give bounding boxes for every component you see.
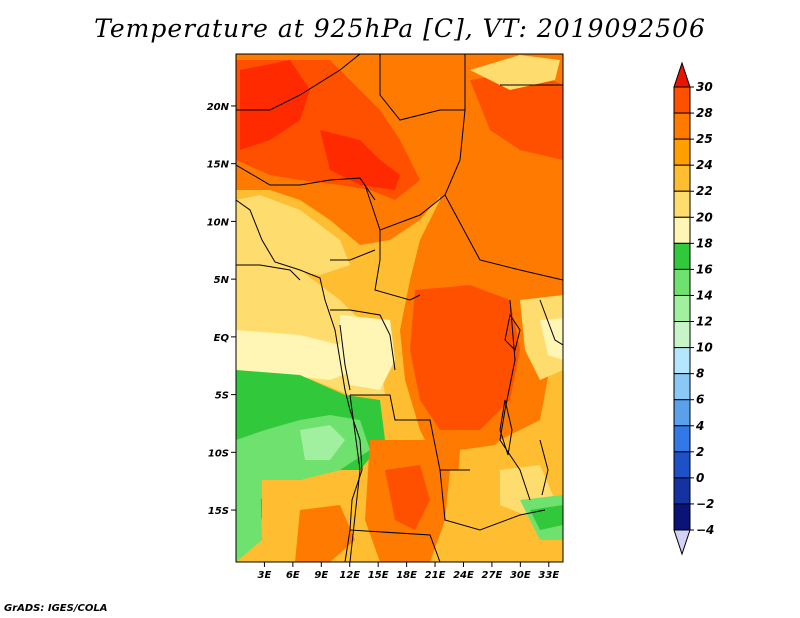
colorbar-label: 16	[696, 262, 713, 276]
lon-tick-label: 21E	[425, 570, 446, 581]
colorbar-label: 30	[696, 80, 713, 94]
colorbar-label: 20	[696, 210, 713, 224]
colorbar-label: 8	[696, 367, 704, 381]
colorbar-segment	[673, 425, 691, 453]
lake-victoria	[504, 313, 521, 351]
colorbar-segment	[673, 399, 691, 427]
lon-tick-label: 24E	[453, 570, 474, 581]
colorbar-bottom-triangle	[673, 529, 691, 556]
colorbar-label: 10	[696, 341, 713, 355]
colorbar-label: −2	[696, 497, 714, 511]
lat-tick-label: 15S	[208, 506, 229, 517]
lat-tick-label: 5S	[215, 391, 229, 402]
colorbar-label: 18	[696, 236, 713, 250]
colorbar-segment	[673, 294, 691, 323]
colorbar-label: 0	[696, 471, 704, 485]
lon-tick-label: 9E	[314, 570, 328, 581]
lat-tick-label: 15N	[207, 160, 230, 171]
colorbar-label: 24	[696, 158, 713, 172]
colorbar-label: 12	[696, 315, 713, 329]
colorbar-label: −4	[696, 523, 714, 537]
colorbar-segment	[673, 373, 691, 401]
lat-tick-label: 10S	[208, 448, 229, 459]
colorbar-label: 14	[696, 288, 713, 302]
lon-tick-label: 33E	[538, 570, 559, 581]
colorbar-segment	[673, 268, 691, 296]
field-south-25	[295, 505, 355, 562]
colorbar-label: 2	[696, 445, 704, 459]
grads-credit: GrADS: IGES/COLA	[4, 603, 108, 614]
map-title: Temperature at 925hPa [C], VT: 201909250…	[94, 14, 706, 43]
lake-tanganyika	[499, 399, 513, 456]
colorbar-segment	[673, 347, 691, 375]
field-egypt-20	[470, 55, 560, 90]
lon-tick-label: 12E	[339, 570, 360, 581]
field-sudan-28	[470, 70, 563, 160]
lat-tick-label: 10N	[207, 217, 230, 228]
latitude-axis: 20N 15N 10N 5N EQ 5S 10S 15S	[207, 102, 236, 517]
lon-tick-label: 30E	[510, 570, 531, 581]
lon-tick-label: 6E	[286, 570, 300, 581]
country-borders	[236, 54, 563, 562]
colorbar-segment	[673, 242, 691, 270]
lon-tick-label: 3E	[258, 570, 272, 581]
colorbar-label: 6	[696, 393, 704, 407]
field-zambia-28	[385, 465, 430, 530]
field-congo-28	[410, 285, 520, 430]
field-westcoast-20	[236, 195, 350, 275]
colorbar-segment	[673, 321, 691, 349]
colorbar-top-triangle	[673, 61, 691, 88]
lon-tick-label: 27E	[482, 570, 503, 581]
field-northwest-30	[240, 60, 310, 150]
longitude-axis: 3E 6E 9E 12E 15E 18E 21E 24E 27E 30E 33E	[258, 562, 559, 581]
field-highlands-20	[520, 295, 563, 380]
colorbar-segment	[673, 86, 691, 114]
colorbar-segment	[673, 190, 691, 218]
colorbar-segment	[673, 503, 691, 531]
field-coast-14	[236, 470, 262, 562]
colorbar-segment	[673, 112, 691, 140]
colorbar-segment	[673, 477, 691, 505]
field-highlands-18	[540, 318, 563, 360]
map-frame	[235, 53, 564, 563]
lake-malawi	[539, 439, 549, 496]
field-gabon-18	[236, 330, 355, 380]
colorbar-segment	[673, 216, 691, 244]
lat-tick-label: EQ	[214, 333, 230, 344]
colorbar-segment	[673, 164, 691, 192]
lat-tick-label: 20N	[207, 102, 230, 113]
lon-tick-label: 18E	[396, 570, 417, 581]
colorbar-label: 25	[696, 132, 713, 146]
lon-tick-label: 15E	[368, 570, 389, 581]
lat-tick-label: 5N	[214, 275, 230, 286]
field-angola-12	[300, 425, 345, 460]
temperature-field	[236, 54, 563, 562]
colorbar-segment	[673, 451, 691, 479]
field-inland-18	[340, 315, 395, 390]
colorbar-label: 4	[695, 419, 704, 433]
colorbar-label: 28	[696, 106, 713, 120]
coastline	[236, 199, 363, 562]
colorbar-label: 22	[696, 184, 713, 198]
colorbar-segment	[673, 138, 691, 166]
field-chad-30	[320, 130, 400, 190]
